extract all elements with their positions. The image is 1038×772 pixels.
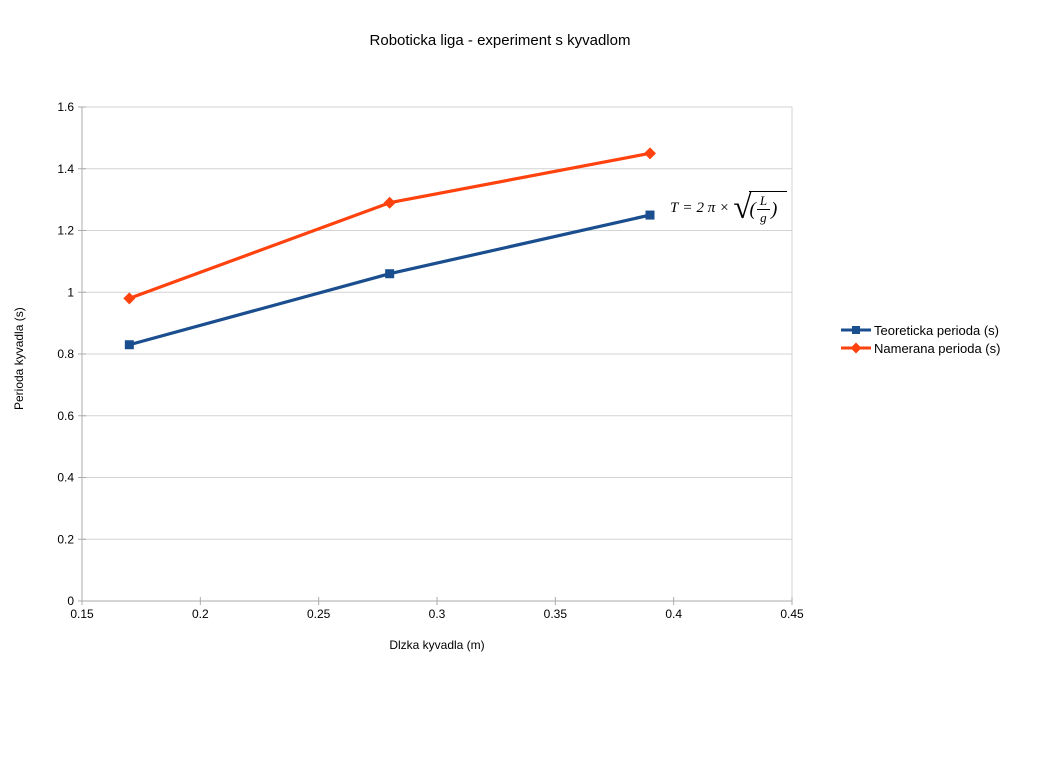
legend-diamond-marker [850,342,862,354]
square-marker [124,340,134,350]
series-line [128,213,651,347]
formula-close-paren: ) [771,198,778,220]
y-tick-label: 1.4 [57,162,74,176]
formula-numerator: L [756,193,771,210]
legend-label: Namerana perioda (s) [874,340,1001,356]
x-tick-label: 0.2 [192,607,209,621]
y-axis-title: Perioda kyvadla (s) [12,307,26,411]
chart-legend: Teoreticka perioda (s) Namerana perioda … [840,322,1001,356]
series-2 [123,147,656,305]
radical-sign-icon: √ [733,190,752,227]
x-tick-label: 0.25 [307,607,331,621]
y-tick-label: 0.8 [57,347,74,361]
legend-label: Teoreticka perioda (s) [874,322,999,338]
x-tick-label: 0.4 [665,607,682,621]
x-tick-label: 0.15 [70,607,94,621]
diamond-marker [123,292,136,305]
formula-lhs: T [670,199,679,216]
formula-fraction: L g [756,193,771,226]
legend-swatch-diamond-series [841,342,871,354]
square-marker [385,269,395,279]
y-tick-label: 1.6 [57,100,74,114]
formula-times: × [719,199,730,216]
legend-square-marker [852,326,860,334]
y-tick-label: 1 [67,285,74,299]
series-1 [124,210,655,350]
x-axis-title: Dlzka kyvadla (m) [389,638,485,652]
formula-coefficient: 2 π [696,199,716,216]
tick-labels: 0 0.2 0.4 0.6 0.8 1 1.2 1.4 1.6 0.15 0.2 0.25 0.3 0.3… [57,100,804,621]
diamond-marker [644,147,656,160]
legend-swatch-square-series [841,326,871,334]
gridlines [82,106,793,601]
axes [78,106,793,605]
diamond-marker [383,196,396,209]
y-tick-label: 0.2 [57,532,74,546]
y-tick-label: 0.6 [57,409,74,423]
legend-item-namerana-perioda: Namerana perioda (s) [840,340,1001,356]
legend-item-teoreticka-perioda: Teoreticka perioda (s) [840,322,1000,338]
formula-equals: = [682,199,693,216]
square-marker [645,210,655,220]
chart-title: Roboticka liga - experiment s kyvadlom [369,32,631,49]
formula-radicand: ( L g ) [749,191,788,226]
formula-open-paren: ( [749,198,756,220]
x-tick-label: 0.45 [780,607,804,621]
x-tick-label: 0.3 [429,607,446,621]
x-tick-label: 0.35 [544,607,568,621]
formula-denominator: g [760,209,767,225]
y-tick-label: 0 [67,594,74,608]
y-tick-label: 0.4 [57,471,74,485]
y-tick-label: 1.2 [57,224,74,238]
formula-annotation: T = 2 π × √ ( L g ) [668,190,788,227]
